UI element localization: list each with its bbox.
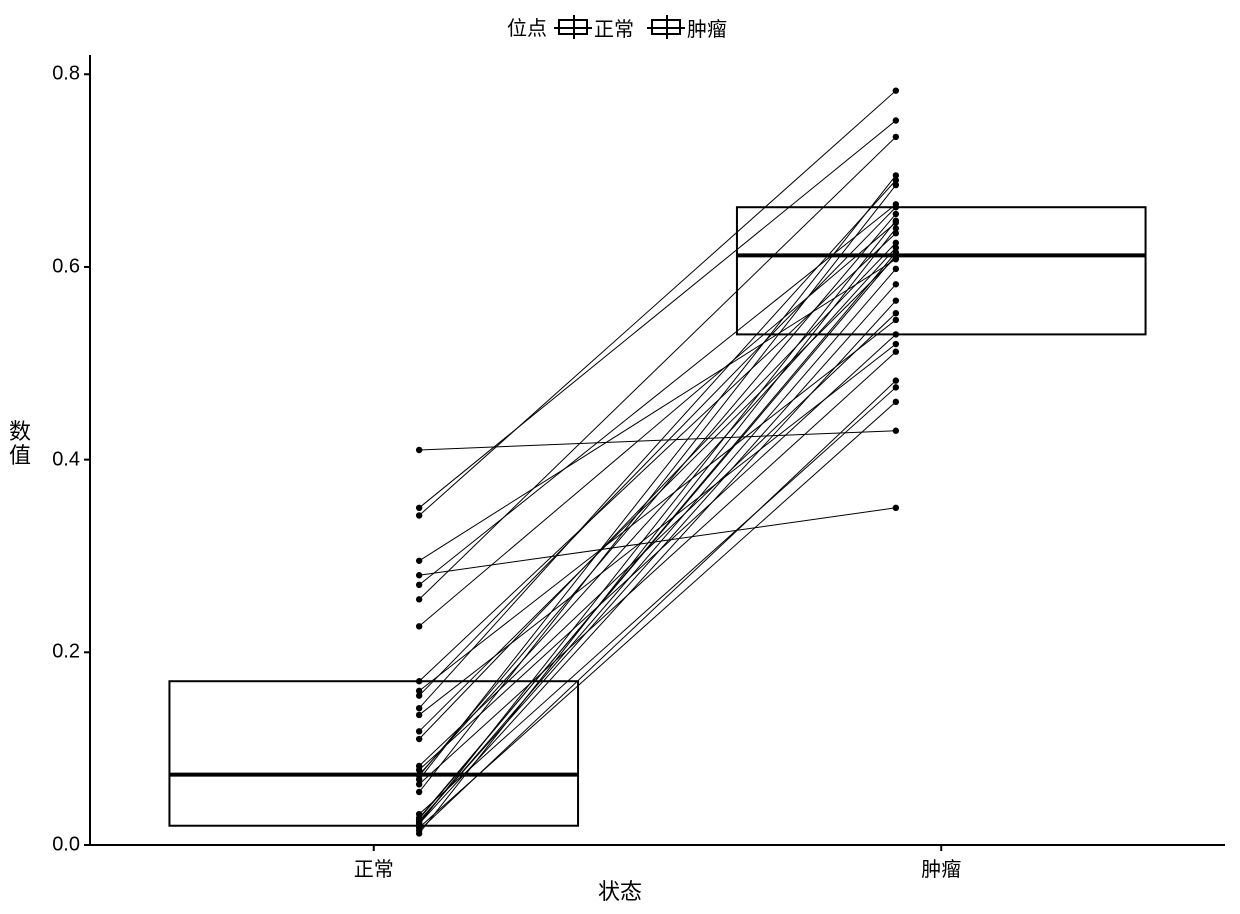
legend-label-normal: 正常 [594, 13, 634, 42]
legend-item-normal: 正常 [558, 13, 634, 42]
y-tick-label: 0.4 [52, 448, 80, 471]
y-axis-label-text: 数 值 [9, 419, 31, 468]
legend-label-tumor: 肿瘤 [687, 13, 727, 42]
legend: 位点 正常 肿瘤 [0, 12, 1240, 42]
legend-item-tumor: 肿瘤 [651, 13, 727, 42]
x-axis-label-text: 状态 [598, 879, 642, 904]
y-axis-label: 数 值 [8, 420, 32, 468]
legend-box-icon [558, 19, 588, 35]
x-tick-label: 肿瘤 [921, 853, 961, 882]
y-tick-label: 0.2 [52, 641, 80, 664]
y-tick-label: 0.6 [52, 255, 80, 278]
y-tick-label: 0.0 [52, 834, 80, 857]
legend-box-icon [651, 19, 681, 35]
y-tick-label: 0.8 [52, 63, 80, 86]
boxplot-chart [90, 55, 1225, 845]
x-tick-label: 正常 [354, 853, 394, 882]
x-axis-label: 状态 [0, 874, 1240, 906]
legend-title: 位点 [507, 18, 547, 40]
